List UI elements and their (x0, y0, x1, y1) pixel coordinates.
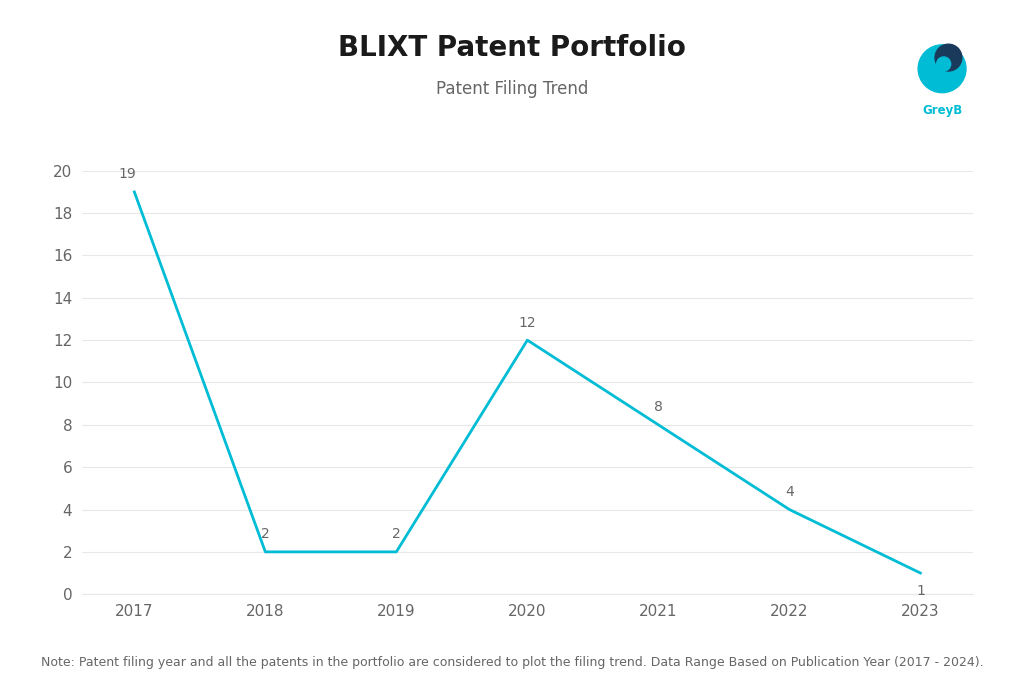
Text: 8: 8 (654, 400, 663, 414)
Circle shape (937, 57, 950, 71)
Text: 4: 4 (785, 485, 794, 499)
Text: 2: 2 (261, 527, 269, 541)
Text: 1: 1 (915, 585, 925, 598)
Circle shape (919, 45, 966, 93)
Text: 19: 19 (119, 167, 136, 181)
Text: GreyB: GreyB (922, 104, 963, 117)
Circle shape (935, 44, 962, 71)
Text: Patent Filing Trend: Patent Filing Trend (436, 80, 588, 98)
Text: 2: 2 (392, 527, 400, 541)
Text: 12: 12 (518, 316, 537, 329)
Text: Note: Patent filing year and all the patents in the portfolio are considered to : Note: Patent filing year and all the pat… (41, 656, 984, 669)
Text: BLIXT Patent Portfolio: BLIXT Patent Portfolio (338, 34, 686, 61)
